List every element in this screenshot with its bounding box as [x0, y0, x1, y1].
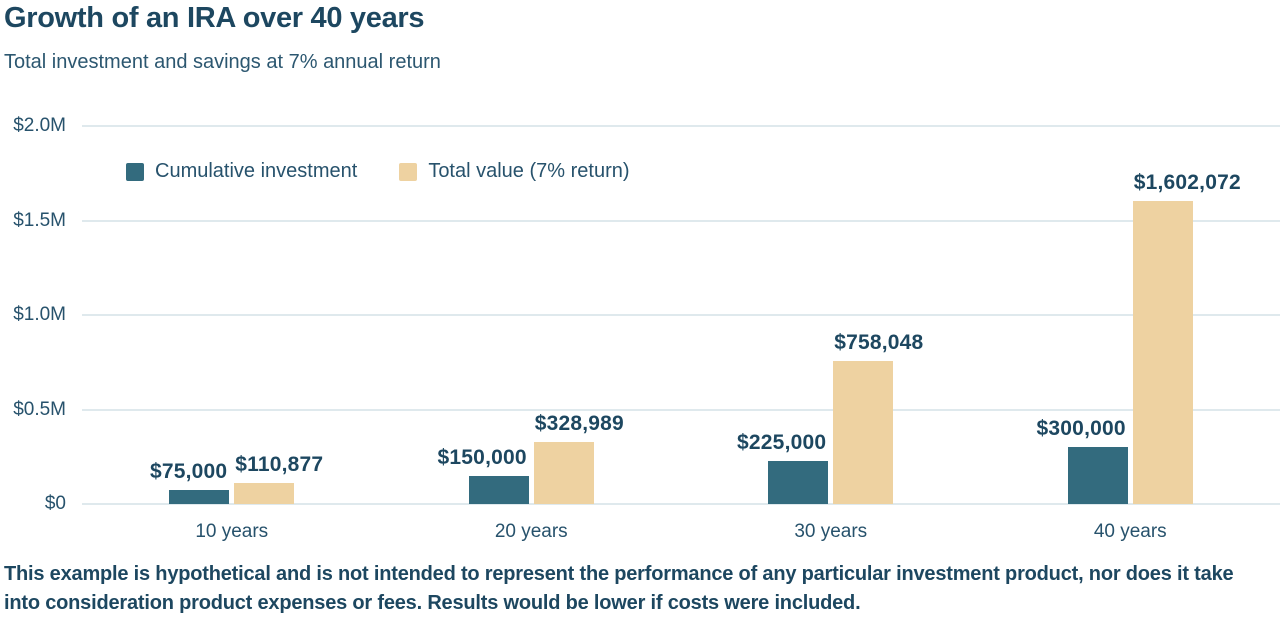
- x-axis-category-label: 30 years: [794, 521, 868, 542]
- x-axis-category-label: 20 years: [494, 521, 568, 542]
- x-axis-category-label: 10 years: [195, 521, 269, 542]
- bar-cumulative-investment: [768, 461, 829, 504]
- gridline: [82, 314, 1280, 316]
- bar-cumulative-investment: [1067, 447, 1128, 504]
- bar-value-label: $758,048: [834, 330, 924, 354]
- y-axis-tick-label: $1.0M: [13, 304, 66, 325]
- gridline: [82, 219, 1280, 222]
- legend-item: Total value (7% return): [399, 160, 630, 183]
- legend-swatch-icon: [399, 162, 418, 181]
- footnote: This example is hypothetical and is not …: [4, 563, 1234, 614]
- bar-value-label: $225,000: [737, 431, 827, 455]
- bar-cumulative-investment: [468, 475, 529, 504]
- bar-cumulative-investment: [169, 489, 230, 504]
- bar-value-label: $1,602,072: [1133, 171, 1241, 195]
- legend-swatch-icon: [126, 162, 144, 181]
- chart-subtitle: Total investment and savings at 7% annua…: [4, 51, 441, 73]
- bar-total-value: [533, 441, 594, 504]
- legend-label: Total value (7% return): [428, 160, 630, 182]
- chart-title: Growth of an IRA over 40 years: [4, 2, 425, 34]
- bar-value-label: $110,877: [235, 453, 324, 477]
- bar-total-value: [833, 360, 894, 504]
- y-axis-tick-label: $0: [44, 493, 66, 514]
- bar-value-label: $300,000: [1036, 417, 1126, 441]
- legend-label: Cumulative investment: [155, 160, 358, 182]
- y-axis-tick-label: $0.5M: [13, 398, 66, 420]
- y-axis-tick-label: $2.0M: [13, 115, 66, 136]
- bar-value-label: $75,000: [149, 459, 228, 483]
- gridline: [82, 408, 1280, 411]
- y-axis-tick-label: $1.5M: [13, 209, 66, 231]
- x-axis-category-label: 40 years: [1093, 521, 1167, 542]
- legend-item: Cumulative investment: [126, 160, 357, 183]
- bar-value-label: $328,989: [534, 411, 624, 435]
- bar-total-value: [234, 483, 295, 504]
- chart-legend: Cumulative investment Total value (7% ret…: [126, 160, 630, 183]
- bar-value-label: $150,000: [437, 445, 527, 469]
- gridline: [82, 503, 1280, 505]
- gridline: [82, 125, 1280, 127]
- bar-total-value: [1132, 201, 1193, 504]
